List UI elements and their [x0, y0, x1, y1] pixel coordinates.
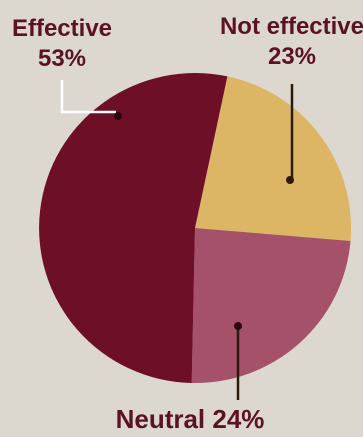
effective-label: Effective	[12, 15, 112, 42]
not-effective-label: Not effective	[220, 13, 363, 40]
effective-leader-line	[60, 80, 116, 114]
pie-slice-neutral	[191, 228, 351, 384]
pie-slice-effective	[39, 73, 228, 383]
not-effective-value: 23%	[268, 43, 316, 70]
neutral-leader-dot	[234, 322, 242, 330]
effective-value: 53%	[38, 45, 86, 72]
not-effective-leader-dot	[286, 176, 294, 184]
pie-slices	[39, 73, 352, 384]
neutral-label: Neutral 24%	[116, 404, 265, 434]
pie-slice-not-effective	[195, 76, 352, 242]
effective-leader-dot	[114, 112, 122, 120]
